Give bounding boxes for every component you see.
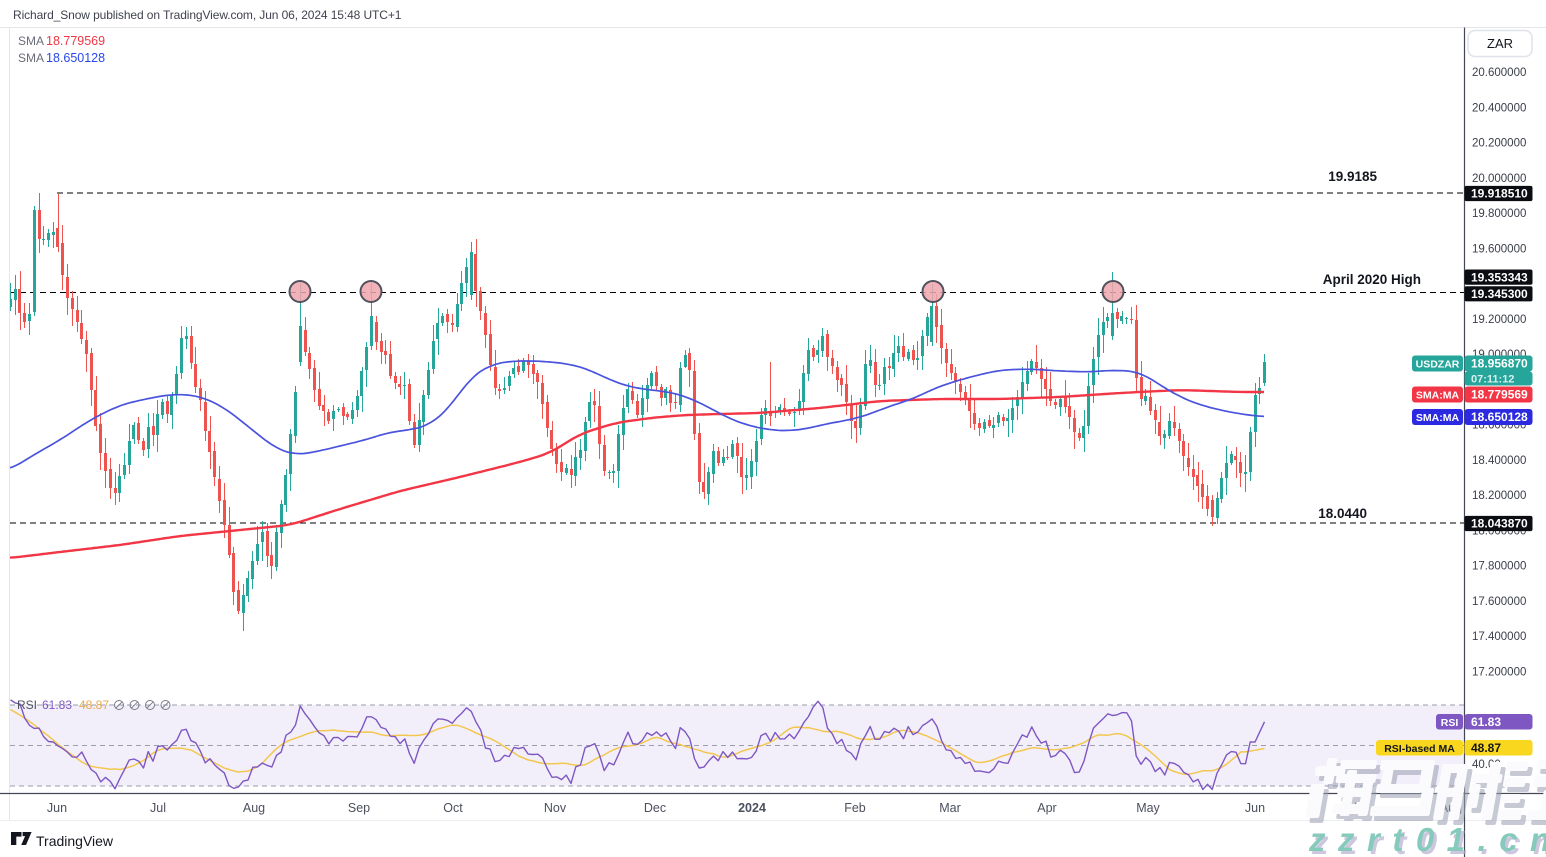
svg-text:Nov: Nov (544, 801, 567, 815)
svg-text:18.200000: 18.200000 (1472, 490, 1526, 502)
svg-text:May: May (1136, 801, 1160, 815)
svg-text:SMA:MA: SMA:MA (1416, 412, 1460, 424)
svg-text:17.400000: 17.400000 (1472, 631, 1526, 643)
svg-text:19.345300: 19.345300 (1471, 287, 1528, 301)
svg-text:17.600000: 17.600000 (1472, 596, 1526, 608)
svg-text:18.779569: 18.779569 (46, 34, 105, 48)
svg-text:RSI: RSI (1441, 717, 1459, 729)
svg-text:20.400000: 20.400000 (1472, 102, 1526, 114)
svg-text:18.650128: 18.650128 (46, 51, 105, 65)
svg-text:20.600000: 20.600000 (1472, 67, 1526, 79)
svg-text:17.800000: 17.800000 (1472, 561, 1526, 573)
svg-text:Oct: Oct (443, 801, 463, 815)
svg-text:Richard_Snow published on Trad: Richard_Snow published on TradingView.co… (13, 8, 402, 22)
svg-text:April 2020 High: April 2020 High (1323, 272, 1421, 287)
svg-text:Dec: Dec (644, 801, 666, 815)
svg-text:Aug: Aug (243, 801, 265, 815)
svg-text:18.650128: 18.650128 (1471, 410, 1528, 424)
svg-text:19.600000: 19.600000 (1472, 243, 1526, 255)
svg-text:18.0440: 18.0440 (1318, 506, 1367, 521)
svg-text:19.200000: 19.200000 (1472, 314, 1526, 326)
svg-text:17.200000: 17.200000 (1472, 666, 1526, 678)
svg-text:61.83: 61.83 (42, 698, 72, 712)
svg-text:18.400000: 18.400000 (1472, 455, 1526, 467)
svg-text:18.043870: 18.043870 (1471, 517, 1528, 531)
svg-text:Sep: Sep (348, 801, 370, 815)
svg-text:07:11:12: 07:11:12 (1471, 374, 1514, 386)
svg-text:20.000000: 20.000000 (1472, 173, 1526, 185)
svg-text:48.87: 48.87 (79, 698, 109, 712)
svg-text:61.83: 61.83 (1471, 715, 1501, 729)
svg-text:Mar: Mar (939, 801, 961, 815)
svg-text:SMA:MA: SMA:MA (1416, 390, 1460, 402)
svg-text:18.779569: 18.779569 (1471, 388, 1528, 402)
svg-text:Jun: Jun (47, 801, 67, 815)
svg-text:ZAR: ZAR (1487, 36, 1513, 51)
svg-text:zzrt01.cn: zzrt01.cn (1308, 821, 1546, 857)
svg-text:Feb: Feb (844, 801, 866, 815)
svg-text:USDZAR: USDZAR (1416, 359, 1460, 371)
svg-text:19.800000: 19.800000 (1472, 208, 1526, 220)
svg-text:zzrt01.cn: zzrt01.cn (1311, 824, 1546, 857)
svg-text:SMA: SMA (18, 51, 44, 65)
svg-text:48.87: 48.87 (1471, 741, 1501, 755)
svg-text:18.956870: 18.956870 (1471, 357, 1528, 371)
svg-text:19.9185: 19.9185 (1328, 169, 1377, 184)
svg-text:SMA: SMA (18, 34, 44, 48)
svg-text:Apr: Apr (1037, 801, 1056, 815)
svg-text:19.353343: 19.353343 (1471, 270, 1528, 284)
svg-text:RSI-based MA: RSI-based MA (1384, 743, 1455, 755)
svg-text:20.200000: 20.200000 (1472, 138, 1526, 150)
svg-text:Jun: Jun (1245, 801, 1265, 815)
svg-text:RSI: RSI (17, 698, 37, 712)
svg-text:TradingView: TradingView (36, 833, 114, 849)
svg-text:19.918510: 19.918510 (1471, 187, 1528, 201)
svg-text:2024: 2024 (738, 801, 766, 815)
svg-text:Jul: Jul (150, 801, 166, 815)
